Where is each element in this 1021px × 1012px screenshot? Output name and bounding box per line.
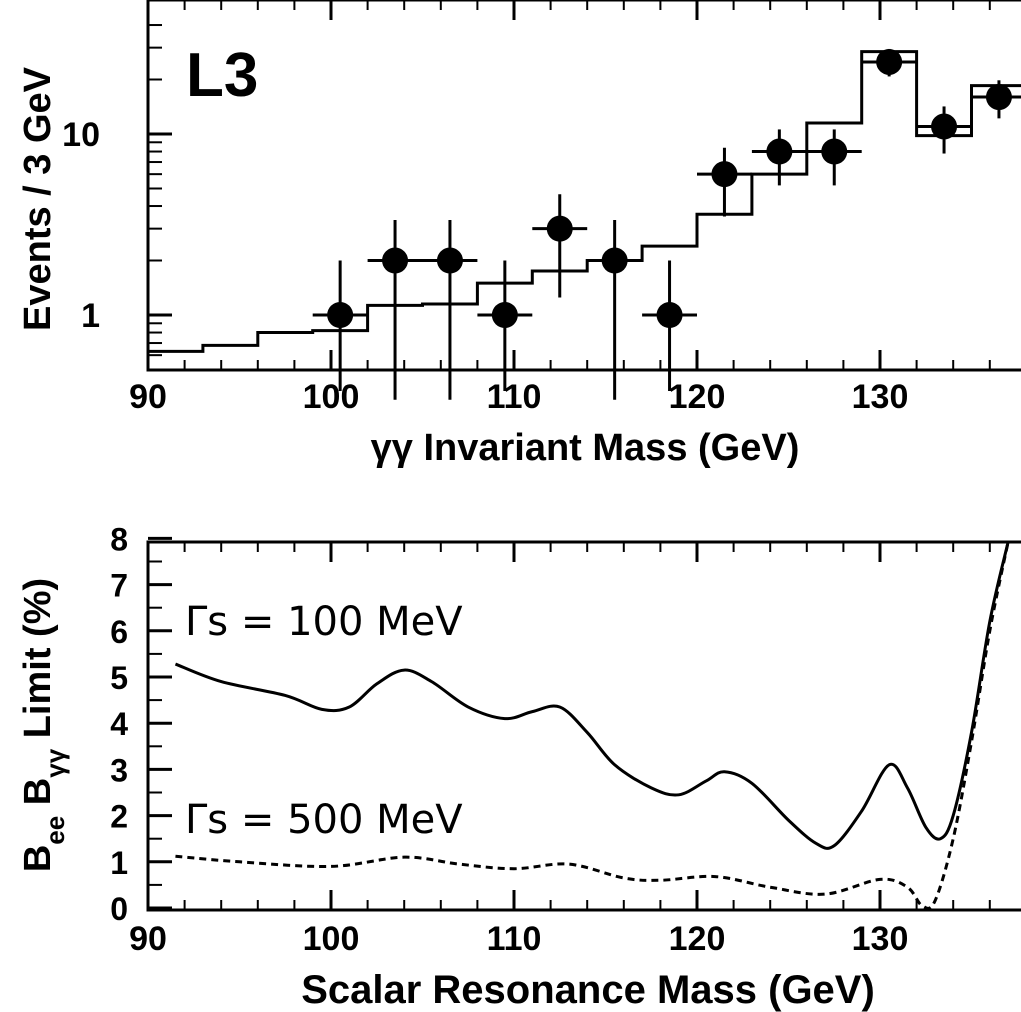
- bottom-y-tick-label: 3: [110, 752, 128, 788]
- top-x-tick-label: 120: [669, 378, 726, 416]
- data-marker: [546, 215, 573, 242]
- bottom-y-tick-label: 7: [110, 568, 128, 604]
- experiment-label: L3: [186, 41, 258, 110]
- bottom-x-tick-label: 90: [129, 920, 167, 958]
- bottom-y-tick-label: 0: [110, 891, 128, 927]
- data-point: [806, 129, 862, 186]
- data-point: [367, 219, 423, 400]
- top-x-tick-label: 130: [852, 378, 909, 416]
- top-x-tick-label: 100: [303, 378, 360, 416]
- top-y-tick-label: 10: [62, 116, 100, 154]
- limit-curve-panel: 90 100 110 120 130 0 1 2 3 4 5 6 7 8 Γs = 100 MeV Γs…: [17, 521, 1021, 1012]
- data-marker: [876, 48, 903, 75]
- annotation-gamma-100: Γs = 100 MeV: [185, 599, 463, 645]
- limit-curve-500mev: [175, 541, 1010, 910]
- data-point: [971, 80, 1021, 119]
- bottom-y-tick-label: 1: [110, 845, 128, 881]
- limit-curve-100mev: [174, 541, 1010, 850]
- bottom-x-tick-label: 110: [487, 920, 542, 958]
- expected-background-histogram: [148, 50, 1021, 353]
- bottom-y-tick-label: 4: [110, 706, 128, 742]
- data-point: [751, 129, 807, 186]
- data-marker: [931, 113, 958, 140]
- data-point: [422, 219, 478, 400]
- bottom-x-tick-label: 100: [303, 920, 360, 958]
- bottom-x-axis-label: Scalar Resonance Mass (GeV): [301, 968, 875, 1012]
- bottom-y-tick-label: 5: [110, 660, 128, 696]
- data-marker: [711, 161, 738, 188]
- data-marker: [821, 138, 848, 165]
- data-marker: [382, 247, 409, 274]
- bottom-y-axis-label: Bee Bγγ Limit (%): [17, 578, 70, 872]
- data-marker: [327, 302, 354, 328]
- events-histogram-panel: 90 100 110 120 130 110 L3 γγ Invariant Mass …: [17, 0, 1021, 469]
- top-x-axis-label: γγ Invariant Mass (GeV): [371, 427, 800, 469]
- top-plot-frame: [146, 0, 1021, 372]
- top-x-tick-label: 110: [487, 378, 542, 416]
- data-marker: [985, 84, 1012, 111]
- data-point: [861, 48, 917, 77]
- bottom-y-tick-label: 2: [110, 799, 128, 835]
- bottom-x-tick-label: 130: [852, 920, 909, 958]
- bottom-plot-frame: [146, 540, 1021, 912]
- annotation-gamma-500: Γs = 500 MeV: [185, 797, 463, 843]
- top-y-tick-label: 1: [81, 297, 100, 335]
- data-marker: [491, 302, 518, 328]
- data-point: [916, 106, 972, 154]
- data-marker: [766, 138, 793, 165]
- top-x-tick-label: 90: [129, 378, 167, 416]
- bottom-y-tick-label: 8: [110, 521, 128, 557]
- data-point: [532, 194, 588, 298]
- bottom-y-tick-label: 6: [110, 614, 128, 650]
- data-point: [697, 147, 752, 217]
- bottom-x-tick-label: 120: [669, 920, 726, 958]
- data-marker: [656, 302, 683, 328]
- data-marker: [436, 247, 463, 274]
- top-y-axis-label: Events / 3 GeV: [17, 66, 59, 331]
- data-marker: [601, 247, 628, 274]
- data-point: [587, 219, 643, 400]
